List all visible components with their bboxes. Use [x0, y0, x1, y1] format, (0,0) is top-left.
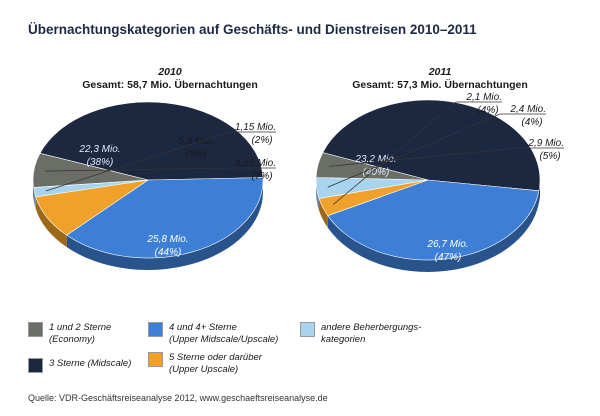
legend-swatch-upper-upscale — [148, 352, 163, 367]
pie-svg-2010: 25,8 Mio. (44%) 22,3 Mio. (38%) 5,3 Mio. (9%)… — [32, 101, 276, 270]
data-pct-andere-2010: (2%) — [251, 135, 272, 146]
legend-label-andere: andere Beherbergungs- — [321, 322, 422, 333]
legend-item-economy: 1 und 2 Sterne (Economy) — [28, 322, 111, 346]
legend-label-upper-upscale: 5 Sterne oder darüber — [169, 352, 262, 363]
pie-header-2010: 2010 Gesamt: 58,7 Mio. Übernachtungen — [70, 66, 270, 92]
pie-total-2011: Gesamt: 57,3 Mio. Übernachtungen — [352, 79, 528, 91]
pie-side-andere-2011 — [316, 180, 320, 211]
pie-header-2011: 2011 Gesamt: 57,3 Mio. Übernachtungen — [320, 66, 560, 92]
data-label-upper_upscale-2011: 2,1 Mio. — [465, 92, 502, 103]
pie-side-upper_upscale-2010 — [35, 196, 67, 248]
legend-sublabel-upper-midscale: (Upper Midscale/Upscale) — [169, 334, 279, 345]
legend-label-upper-midscale: 4 und 4+ Sterne — [169, 322, 237, 333]
data-pct-upper_upscale-2010: (9%) — [185, 149, 206, 160]
legend-sublabel-andere: kategorien — [321, 334, 366, 345]
source-note: Quelle: VDR-Geschäftsreiseanalyse 2012, … — [28, 393, 328, 403]
legend: 1 und 2 Sterne (Economy) 3 Sterne (Midsca… — [28, 322, 588, 382]
legend-sublabel-upper-upscale: (Upper Upscale) — [169, 364, 239, 375]
data-label-andere-2010: 1,15 Mio. — [235, 122, 276, 133]
data-pct-upper_upscale-2011: (4%) — [477, 105, 498, 116]
data-pct-economy-2010: (7%) — [251, 171, 272, 182]
pie-side-andere-2010 — [33, 187, 36, 209]
data-pct-andere-2011: (4%) — [521, 117, 542, 128]
pie-slice-upper_midscale-2011 — [327, 179, 540, 261]
legend-item-andere: andere Beherbergungs-kategorien — [300, 322, 421, 346]
pie-chart-2011: 2011 Gesamt: 57,3 Mio. Übernachtungen 26… — [315, 62, 570, 272]
legend-item-upper-upscale: 5 Sterne oder darüber (Upper Upscale) — [148, 352, 262, 376]
pie-slice-midscale-2011 — [322, 99, 541, 192]
data-pct-midscale-2011: (47%) — [435, 252, 462, 263]
legend-swatch-upper-midscale — [148, 322, 163, 337]
chart-title: Übernachtungskategorien auf Geschäfts- u… — [28, 22, 477, 37]
data-label-economy-2011: 2,9 Mio. — [527, 138, 564, 149]
pie-side-upper_midscale-2011 — [327, 190, 539, 272]
legend-label-midscale: 3 Sterne (Midscale) — [49, 358, 132, 369]
data-label-midscale-2010: 25,8 Mio. — [146, 234, 188, 245]
pie-svg-2011: 26,7 Mio. (47%) 23,2 Mio. (40%) 2,1 Mio. (4%)… — [315, 92, 564, 272]
legend-swatch-midscale — [28, 358, 43, 373]
legend-item-midscale: 3 Sterne (Midscale) — [28, 358, 131, 373]
legend-item-upper-midscale: 4 und 4+ Sterne (Upper Midscale/Upscale) — [148, 322, 278, 346]
data-pct-upper_midscale-2010: (38%) — [87, 157, 114, 168]
data-label-midscale-2011: 26,7 Mio. — [426, 239, 468, 250]
leader-line-upper_upscale-2011 — [332, 101, 457, 205]
leader-line-economy-2010 — [45, 167, 231, 172]
legend-swatch-economy — [28, 322, 43, 337]
data-pct-midscale-2010: (44%) — [155, 247, 182, 258]
data-label-economy-2010: 4,15 Mio. — [235, 158, 276, 169]
pie-year-2010: 2010 — [158, 66, 182, 78]
data-pct-upper_midscale-2011: (40%) — [363, 167, 390, 178]
pie-year-2011: 2011 — [428, 66, 452, 78]
pie-side-upper_midscale-2010 — [66, 180, 263, 270]
data-label-andere-2011: 2,4 Mio. — [509, 104, 546, 115]
data-label-upper_midscale-2011: 23,2 Mio. — [354, 154, 396, 165]
legend-sublabel-economy: (Economy) — [49, 334, 95, 345]
data-pct-economy-2011: (5%) — [539, 151, 560, 162]
leader-line-andere-2011 — [327, 113, 501, 188]
legend-label-economy: 1 und 2 Sterne — [49, 322, 112, 333]
data-label-upper_upscale-2010: 5,3 Mio. — [178, 136, 214, 147]
legend-swatch-andere — [300, 322, 315, 337]
pie-total-2010: Gesamt: 58,7 Mio. Übernachtungen — [82, 79, 258, 91]
pie-slice-midscale-2010 — [39, 101, 264, 181]
data-label-upper_midscale-2010: 22,3 Mio. — [78, 144, 120, 155]
pie-slice-economy-2011 — [315, 152, 429, 181]
pie-side-upper_upscale-2011 — [319, 198, 328, 228]
leader-line-andere-2010 — [45, 131, 231, 192]
pie-slice-upper_midscale-2010 — [66, 177, 264, 259]
pie-chart-2010: 2010 Gesamt: 58,7 Mio. Übernachtungen 25… — [30, 62, 280, 272]
leader-line-economy-2011 — [328, 147, 519, 167]
pie-side-2011 — [316, 180, 540, 272]
